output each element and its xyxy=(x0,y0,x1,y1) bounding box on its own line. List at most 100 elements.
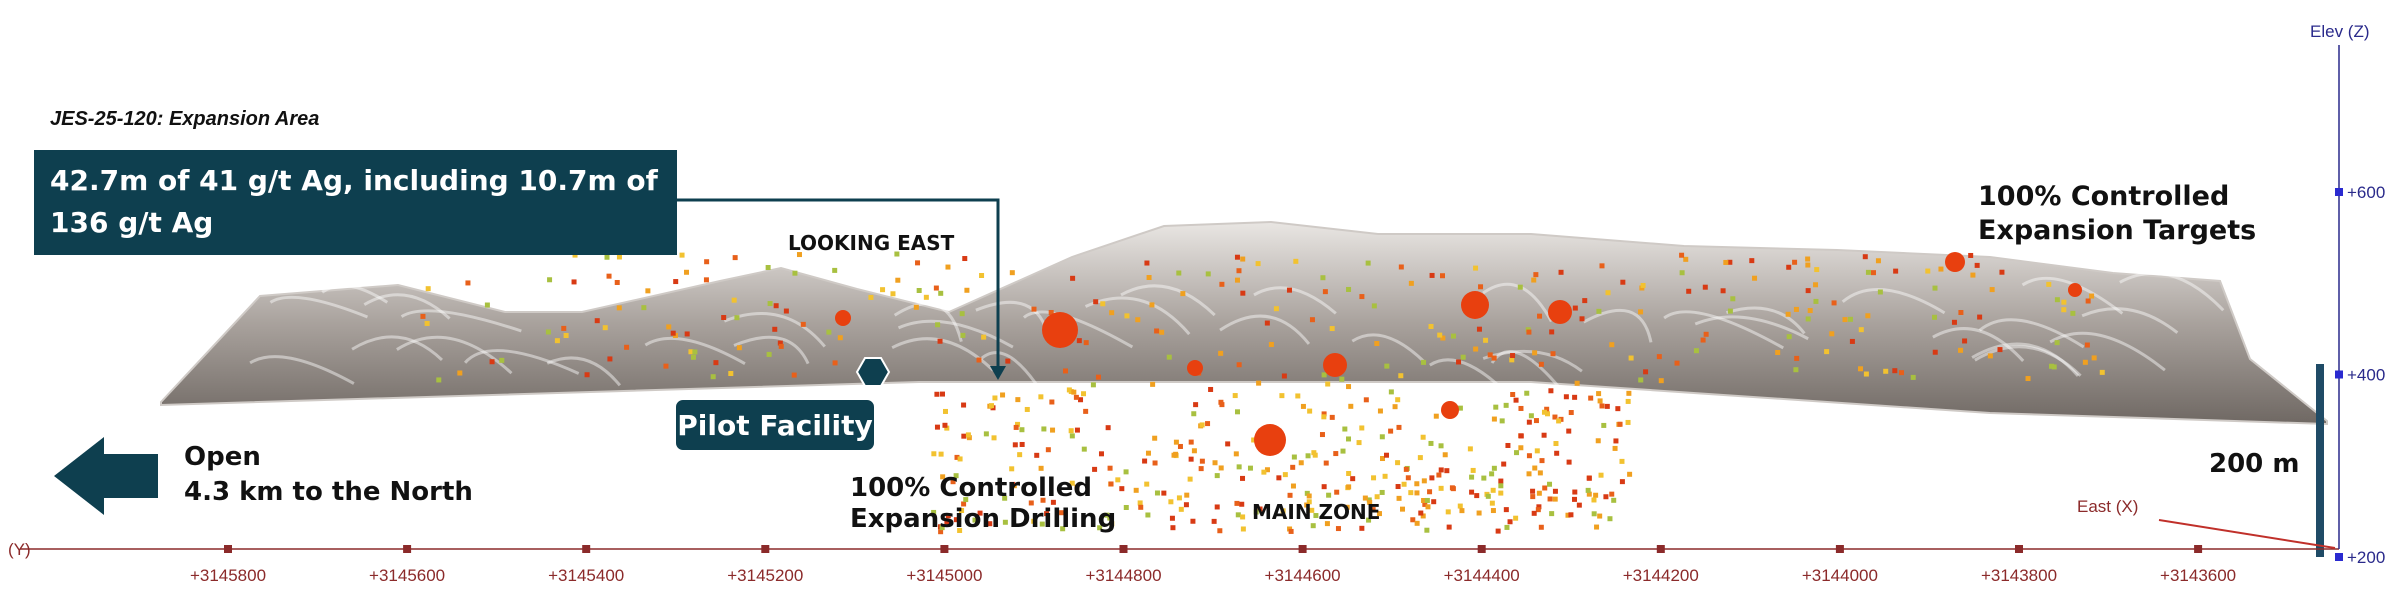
intercept xyxy=(1334,489,1340,495)
intercept xyxy=(1442,452,1448,458)
intercept xyxy=(1304,502,1310,508)
intercept xyxy=(1566,459,1572,465)
intercept xyxy=(1344,504,1350,510)
intercept xyxy=(1152,460,1158,466)
intercept xyxy=(1138,504,1144,510)
intercept xyxy=(939,525,945,531)
intercept xyxy=(963,497,969,503)
main-zone-label: MAIN ZONE xyxy=(1252,500,1380,524)
intercept xyxy=(1168,499,1174,505)
intercept xyxy=(1068,428,1074,434)
intercept xyxy=(1656,354,1662,360)
intercept xyxy=(1446,524,1452,530)
intercept xyxy=(1824,349,1830,355)
intercept-cluster xyxy=(1441,401,1459,419)
intercept xyxy=(1493,404,1499,410)
intercept xyxy=(1431,499,1437,505)
intercept xyxy=(796,252,802,258)
y-axis-label: (Y) xyxy=(8,540,31,559)
intercept xyxy=(1586,475,1592,481)
intercept xyxy=(604,254,610,260)
intercept xyxy=(983,431,989,437)
intercept xyxy=(1019,441,1025,447)
intercept xyxy=(1074,484,1080,490)
intercept xyxy=(1217,528,1223,534)
intercept xyxy=(1485,493,1491,499)
intercept xyxy=(1295,393,1301,399)
intercept xyxy=(1154,490,1160,496)
intercept xyxy=(1069,480,1075,486)
intercept xyxy=(1257,506,1263,512)
intercept xyxy=(1034,452,1040,458)
intercept xyxy=(1537,313,1543,319)
intercept xyxy=(1491,355,1497,361)
intercept xyxy=(2025,376,2031,382)
intercept xyxy=(1218,465,1224,471)
intercept xyxy=(1849,338,1855,344)
intercept xyxy=(1526,329,1532,335)
intercept xyxy=(1572,394,1578,400)
intercept xyxy=(962,256,968,262)
intercept xyxy=(1255,261,1261,267)
intercept xyxy=(1532,465,1538,471)
intercept xyxy=(584,372,590,378)
intercept xyxy=(1009,270,1015,276)
intercept xyxy=(1176,270,1182,276)
targets-label: 100% Controlled xyxy=(1978,181,2229,212)
intercept xyxy=(1438,485,1444,491)
intercept xyxy=(1628,355,1634,361)
ridge xyxy=(321,284,389,304)
intercept xyxy=(773,303,779,309)
intercept xyxy=(1379,434,1385,440)
intercept xyxy=(1858,366,1864,372)
intercept xyxy=(1544,406,1550,412)
intercept xyxy=(1439,273,1445,279)
intercept xyxy=(679,252,685,258)
intercept xyxy=(1098,451,1104,457)
intercept xyxy=(1813,282,1819,288)
drilling-label: 100% Controlled xyxy=(850,473,1092,503)
intercept xyxy=(1071,389,1077,395)
y-tick xyxy=(224,545,232,553)
intercept xyxy=(1133,487,1139,493)
intercept xyxy=(1010,481,1016,487)
intercept xyxy=(1281,373,1287,379)
ridge xyxy=(463,349,580,375)
intercept xyxy=(1793,367,1799,373)
intercept xyxy=(1050,427,1056,433)
intercept xyxy=(2085,298,2091,304)
intercept xyxy=(1932,285,1938,291)
intercept xyxy=(1366,517,1372,523)
facility-label: Pilot Facility xyxy=(677,409,873,442)
intercept xyxy=(1539,458,1545,464)
intercept xyxy=(989,403,995,409)
intercept xyxy=(1473,265,1479,271)
intercept-cluster xyxy=(1254,424,1286,456)
intercept xyxy=(732,255,738,261)
intercept xyxy=(563,332,569,338)
intercept-cluster xyxy=(1323,353,1347,377)
intercept xyxy=(1531,277,1537,283)
intercept-cluster xyxy=(1945,252,1965,272)
intercept xyxy=(1594,524,1600,530)
intercept xyxy=(1870,270,1876,276)
intercept xyxy=(1418,510,1424,516)
intercept xyxy=(1405,475,1411,481)
y-tick xyxy=(1656,545,1665,553)
intercept xyxy=(1002,519,1008,525)
intercept xyxy=(1306,499,1312,505)
intercept xyxy=(1805,256,1811,262)
intercept xyxy=(777,340,783,346)
intercept xyxy=(1433,413,1439,419)
intercept xyxy=(1119,486,1125,492)
intercept xyxy=(972,517,978,523)
intercept xyxy=(1533,272,1539,278)
intercept xyxy=(1371,475,1377,481)
intercept xyxy=(1408,280,1414,286)
intercept xyxy=(1421,498,1427,504)
intercept xyxy=(673,279,679,285)
intercept xyxy=(734,315,740,321)
intercept xyxy=(1958,347,1964,353)
intercept xyxy=(1346,436,1352,442)
intercept xyxy=(1145,512,1151,518)
